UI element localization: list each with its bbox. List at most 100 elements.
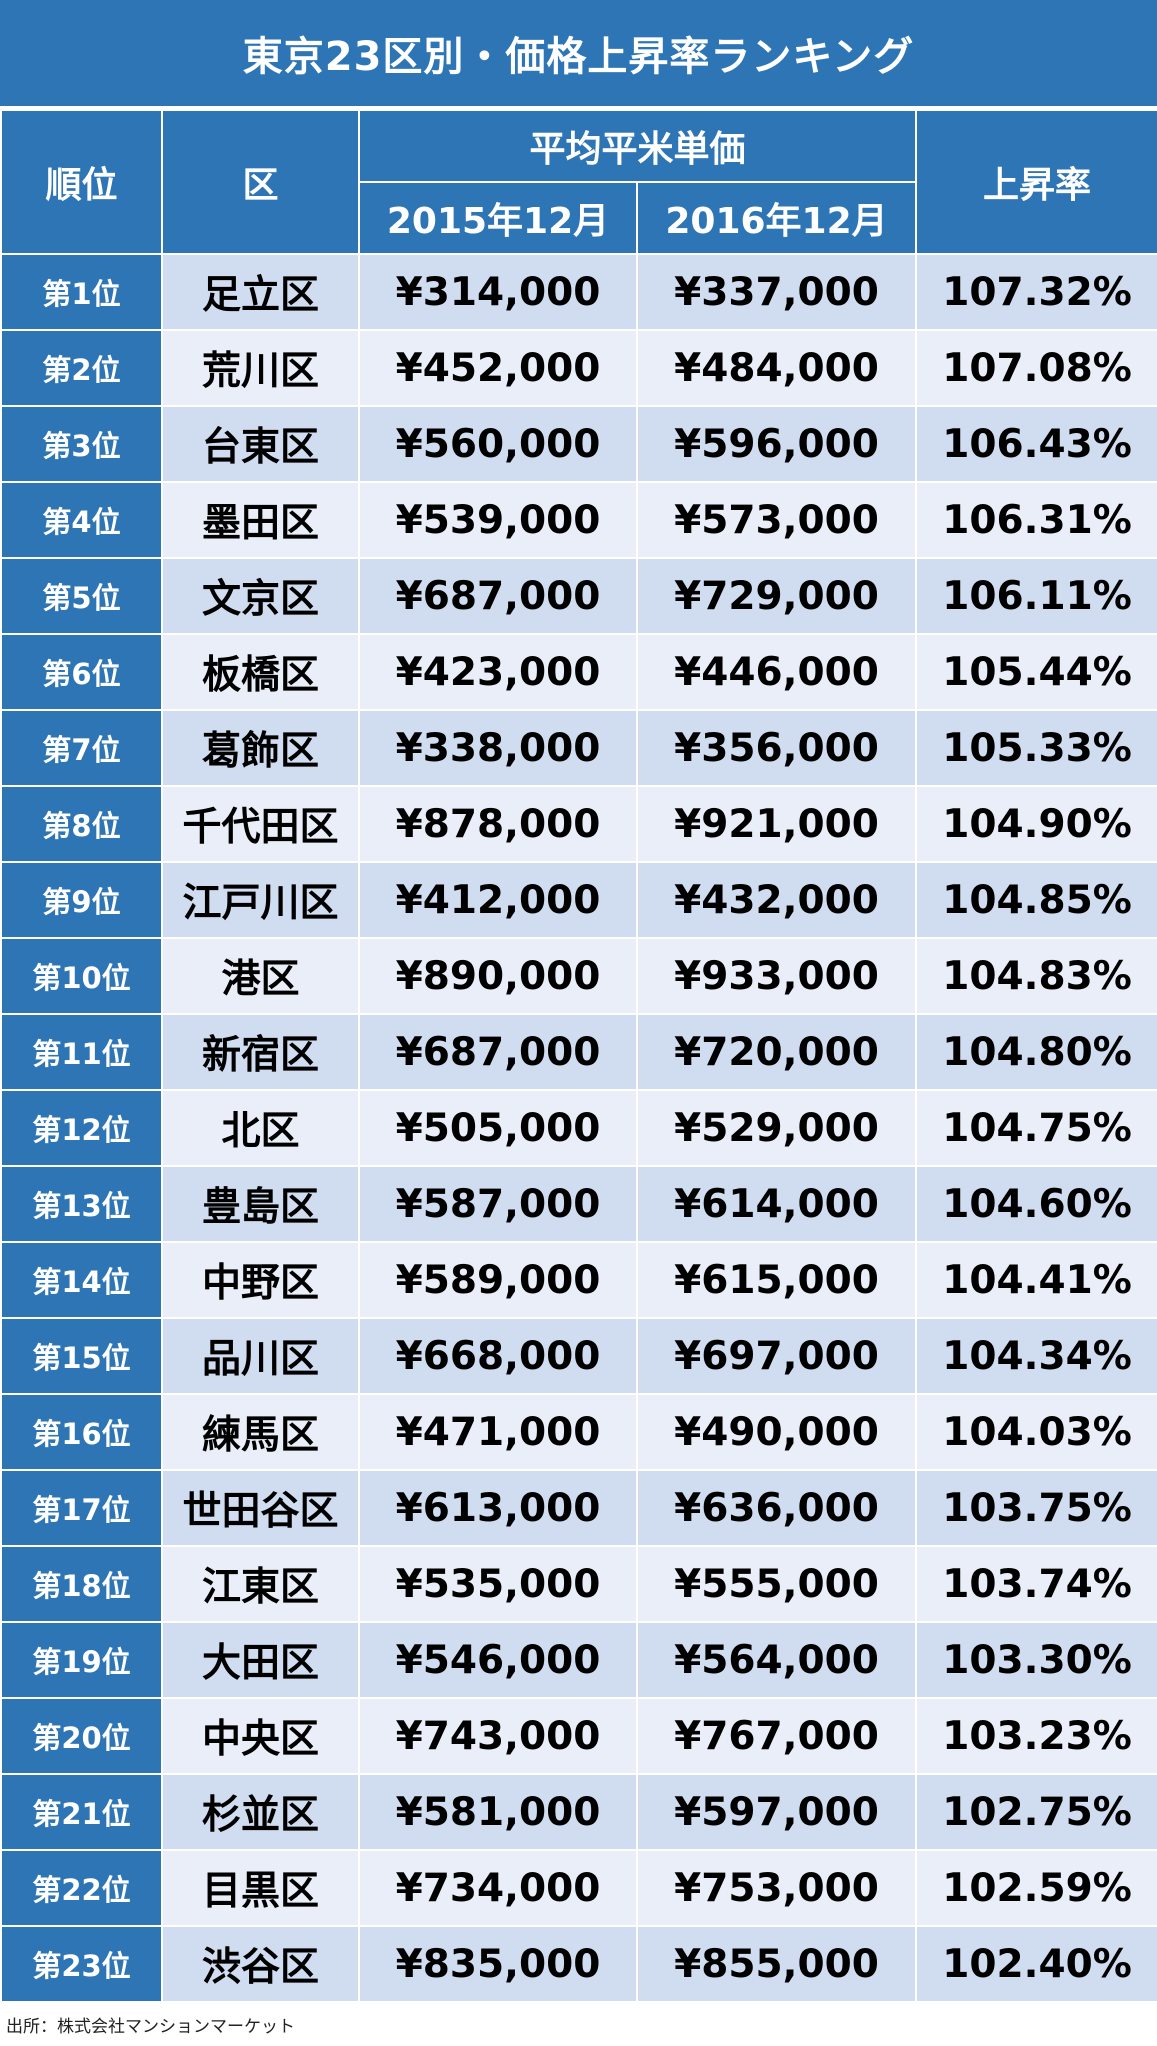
rate-cell: 104.03% (915, 1393, 1157, 1471)
price-2016-cell: ¥615,000 (635, 1241, 918, 1319)
ward-cell: 荒川区 (161, 329, 360, 407)
table-row: 第6位 板橋区 ¥423,000 ¥446,000 105.44% (0, 633, 1157, 711)
ward-cell: 中央区 (161, 1697, 360, 1775)
price-2016-cell: ¥356,000 (635, 709, 918, 787)
price-2016-cell: ¥921,000 (635, 785, 918, 863)
ward-cell: 足立区 (161, 253, 360, 331)
table-row: 第4位 墨田区 ¥539,000 ¥573,000 106.31% (0, 481, 1157, 559)
price-2016-cell: ¥490,000 (635, 1393, 918, 1471)
price-2015-cell: ¥535,000 (358, 1545, 638, 1623)
price-2015-cell: ¥452,000 (358, 329, 638, 407)
ward-cell: 江戸川区 (161, 861, 360, 939)
rate-cell: 107.32% (915, 253, 1157, 331)
price-2016-cell: ¥529,000 (635, 1089, 918, 1167)
table-row: 第11位 新宿区 ¥687,000 ¥720,000 104.80% (0, 1013, 1157, 1091)
table-row: 第5位 文京区 ¥687,000 ¥729,000 106.11% (0, 557, 1157, 635)
price-2016-cell: ¥720,000 (635, 1013, 918, 1091)
price-2015-cell: ¥835,000 (358, 1925, 638, 2003)
rank-cell: 第2位 (0, 329, 163, 407)
table-row: 第7位 葛飾区 ¥338,000 ¥356,000 105.33% (0, 709, 1157, 787)
price-2016-cell: ¥753,000 (635, 1849, 918, 1927)
rank-cell: 第4位 (0, 481, 163, 559)
table-row: 第17位 世田谷区 ¥613,000 ¥636,000 103.75% (0, 1469, 1157, 1547)
rank-cell: 第6位 (0, 633, 163, 711)
table-row: 第21位 杉並区 ¥581,000 ¥597,000 102.75% (0, 1773, 1157, 1851)
table-row: 第1位 足立区 ¥314,000 ¥337,000 107.32% (0, 253, 1157, 331)
ward-cell: 世田谷区 (161, 1469, 360, 1547)
ward-cell: 文京区 (161, 557, 360, 635)
ward-cell: 新宿区 (161, 1013, 360, 1091)
price-2015-cell: ¥687,000 (358, 1013, 638, 1091)
price-2016-cell: ¥729,000 (635, 557, 918, 635)
rate-cell: 104.80% (915, 1013, 1157, 1091)
rank-cell: 第7位 (0, 709, 163, 787)
price-2015-cell: ¥668,000 (358, 1317, 638, 1395)
rate-cell: 105.44% (915, 633, 1157, 711)
header-rank: 順位 (0, 109, 163, 255)
price-2015-cell: ¥581,000 (358, 1773, 638, 1851)
rate-cell: 104.34% (915, 1317, 1157, 1395)
rate-cell: 106.31% (915, 481, 1157, 559)
rate-cell: 104.75% (915, 1089, 1157, 1167)
ward-cell: 台東区 (161, 405, 360, 483)
rate-cell: 104.83% (915, 937, 1157, 1015)
rate-cell: 104.90% (915, 785, 1157, 863)
table-row: 第19位 大田区 ¥546,000 ¥564,000 103.30% (0, 1621, 1157, 1699)
rank-cell: 第22位 (0, 1849, 163, 1927)
price-2015-cell: ¥471,000 (358, 1393, 638, 1471)
chart-title: 東京23区別・価格上昇率ランキング (0, 0, 1157, 106)
price-2015-cell: ¥338,000 (358, 709, 638, 787)
rate-cell: 106.43% (915, 405, 1157, 483)
price-2016-cell: ¥697,000 (635, 1317, 918, 1395)
rate-cell: 104.60% (915, 1165, 1157, 1243)
table-row: 第9位 江戸川区 ¥412,000 ¥432,000 104.85% (0, 861, 1157, 939)
table-row: 第22位 目黒区 ¥734,000 ¥753,000 102.59% (0, 1849, 1157, 1927)
price-2015-cell: ¥412,000 (358, 861, 638, 939)
ward-cell: 葛飾区 (161, 709, 360, 787)
rank-cell: 第10位 (0, 937, 163, 1015)
price-2015-cell: ¥589,000 (358, 1241, 638, 1319)
price-2015-cell: ¥560,000 (358, 405, 638, 483)
price-2015-cell: ¥743,000 (358, 1697, 638, 1775)
table-row: 第16位 練馬区 ¥471,000 ¥490,000 104.03% (0, 1393, 1157, 1471)
rate-cell: 103.75% (915, 1469, 1157, 1547)
table-row: 第20位 中央区 ¥743,000 ¥767,000 103.23% (0, 1697, 1157, 1775)
table-row: 第14位 中野区 ¥589,000 ¥615,000 104.41% (0, 1241, 1157, 1319)
rank-cell: 第5位 (0, 557, 163, 635)
ward-cell: 大田区 (161, 1621, 360, 1699)
header-rate: 上昇率 (915, 109, 1157, 255)
ranking-table: 順位 区 平均平米単価 上昇率 2015年12月 2016年12月 第1位 足立区… (0, 109, 1157, 2003)
ward-cell: 北区 (161, 1089, 360, 1167)
price-2015-cell: ¥314,000 (358, 253, 638, 331)
ward-cell: 板橋区 (161, 633, 360, 711)
rank-cell: 第3位 (0, 405, 163, 483)
rank-cell: 第1位 (0, 253, 163, 331)
table-row: 第3位 台東区 ¥560,000 ¥596,000 106.43% (0, 405, 1157, 483)
rank-cell: 第11位 (0, 1013, 163, 1091)
rank-cell: 第17位 (0, 1469, 163, 1547)
table-row: 第13位 豊島区 ¥587,000 ¥614,000 104.60% (0, 1165, 1157, 1243)
rank-cell: 第12位 (0, 1089, 163, 1167)
price-2016-cell: ¥614,000 (635, 1165, 918, 1243)
price-2015-cell: ¥423,000 (358, 633, 638, 711)
rank-cell: 第14位 (0, 1241, 163, 1319)
rank-cell: 第8位 (0, 785, 163, 863)
price-2016-cell: ¥555,000 (635, 1545, 918, 1623)
rank-cell: 第18位 (0, 1545, 163, 1623)
price-2016-cell: ¥596,000 (635, 405, 918, 483)
price-2016-cell: ¥933,000 (635, 937, 918, 1015)
price-2016-cell: ¥597,000 (635, 1773, 918, 1851)
rate-cell: 105.33% (915, 709, 1157, 787)
table-row: 第23位 渋谷区 ¥835,000 ¥855,000 102.40% (0, 1925, 1157, 2003)
rate-cell: 102.75% (915, 1773, 1157, 1851)
rank-cell: 第13位 (0, 1165, 163, 1243)
rank-cell: 第16位 (0, 1393, 163, 1471)
table-row: 第10位 港区 ¥890,000 ¥933,000 104.83% (0, 937, 1157, 1015)
price-2015-cell: ¥613,000 (358, 1469, 638, 1547)
ward-cell: 豊島区 (161, 1165, 360, 1243)
price-2015-cell: ¥539,000 (358, 481, 638, 559)
price-2016-cell: ¥484,000 (635, 329, 918, 407)
ward-cell: 練馬区 (161, 1393, 360, 1471)
price-2016-cell: ¥767,000 (635, 1697, 918, 1775)
rate-cell: 103.74% (915, 1545, 1157, 1623)
